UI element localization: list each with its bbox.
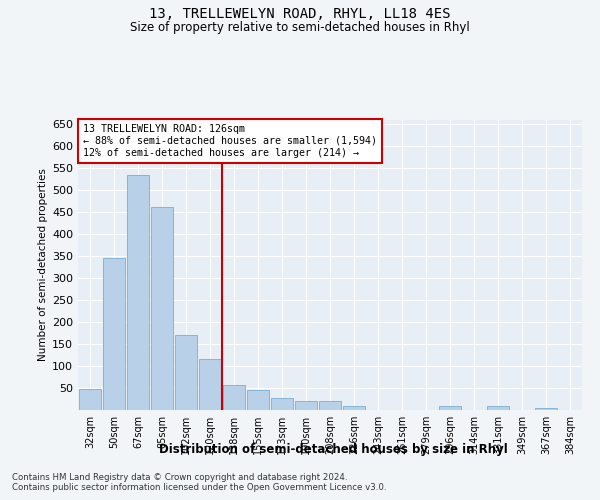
Text: Distribution of semi-detached houses by size in Rhyl: Distribution of semi-detached houses by … <box>158 442 508 456</box>
Bar <box>271 398 293 410</box>
Bar <box>79 390 101 410</box>
Text: Size of property relative to semi-detached houses in Rhyl: Size of property relative to semi-detach… <box>130 21 470 34</box>
Bar <box>103 258 125 410</box>
Text: Contains public sector information licensed under the Open Government Licence v3: Contains public sector information licen… <box>12 484 386 492</box>
Bar <box>439 406 461 410</box>
Bar <box>319 401 341 410</box>
Bar <box>151 207 173 410</box>
Bar <box>199 360 221 410</box>
Text: Contains HM Land Registry data © Crown copyright and database right 2024.: Contains HM Land Registry data © Crown c… <box>12 472 347 482</box>
Y-axis label: Number of semi-detached properties: Number of semi-detached properties <box>38 168 48 362</box>
Bar <box>295 401 317 410</box>
Bar <box>175 336 197 410</box>
Bar <box>247 390 269 410</box>
Text: 13, TRELLEWELYN ROAD, RHYL, LL18 4ES: 13, TRELLEWELYN ROAD, RHYL, LL18 4ES <box>149 8 451 22</box>
Bar <box>127 175 149 410</box>
Bar <box>487 406 509 410</box>
Text: 13 TRELLEWELYN ROAD: 126sqm
← 88% of semi-detached houses are smaller (1,594)
12: 13 TRELLEWELYN ROAD: 126sqm ← 88% of sem… <box>83 124 377 158</box>
Bar <box>223 385 245 410</box>
Bar <box>343 406 365 410</box>
Bar <box>535 408 557 410</box>
